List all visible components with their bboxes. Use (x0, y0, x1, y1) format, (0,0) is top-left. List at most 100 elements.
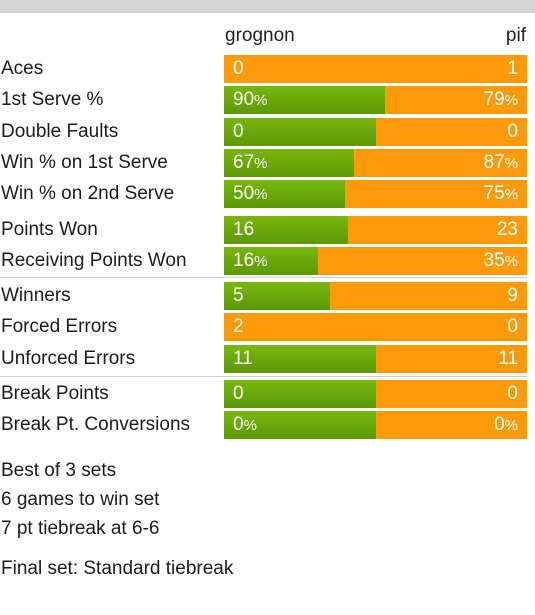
stat-bar: 90% 79% (224, 86, 527, 114)
rule-final-set: Final set: Standard tiebreak (1, 558, 234, 579)
player2-value: 0 (507, 382, 518, 406)
stat-row: Break Points 0 0 (0, 380, 535, 408)
rule-games: 6 games to win set (1, 489, 160, 510)
player1-value: 0 (233, 120, 244, 144)
player2-value-number: 79 (483, 89, 505, 110)
player1-value: 0% (233, 413, 257, 438)
player1-value: 11 (233, 347, 253, 371)
player1-value-number: 0 (233, 58, 244, 79)
stat-label: Unforced Errors (1, 348, 136, 369)
stat-row: Double Faults 0 0 (0, 118, 535, 146)
player1-share-fill (224, 149, 354, 177)
player1-value-number: 0 (233, 414, 244, 435)
player1-value: 16 (233, 218, 254, 242)
player1-share-fill (224, 282, 330, 310)
player2-value: 0 (507, 120, 518, 144)
player1-share-fill (224, 247, 318, 275)
rule-tiebreak: 7 pt tiebreak at 6-6 (1, 518, 160, 539)
player1-value: 5 (233, 284, 244, 308)
player2-value: 87% (484, 151, 518, 176)
stat-bar: 16% 35% (224, 247, 527, 275)
player2-value-number: 11 (498, 348, 518, 369)
player2-name: pif (505, 25, 526, 46)
stat-row: Forced Errors 2 0 (0, 313, 535, 341)
player1-value: 0 (233, 382, 244, 406)
stat-row: Winners 5 9 (0, 282, 535, 310)
stat-label: Aces (1, 58, 44, 79)
player2-value-number: 0 (494, 414, 505, 435)
player2-value: 23 (497, 218, 518, 242)
player2-value: 1 (507, 57, 518, 81)
stat-label: Double Faults (1, 121, 119, 142)
stat-label: 1st Serve % (1, 89, 104, 110)
percent-unit: % (254, 253, 268, 270)
stat-row: Break Pt. Conversions 0% 0% (0, 411, 535, 439)
player1-share-fill (224, 380, 376, 408)
stat-bar: 67% 87% (224, 149, 527, 177)
player1-value-number: 5 (233, 285, 244, 306)
stat-bar: 11 11 (224, 345, 527, 373)
player2-value-number: 75 (483, 183, 505, 204)
percent-unit: % (243, 417, 257, 434)
percent-unit: % (504, 417, 518, 434)
player1-value-number: 50 (233, 183, 255, 204)
player2-value-number: 0 (507, 121, 518, 142)
percent-unit: % (504, 253, 518, 270)
rule-sets: Best of 3 sets (1, 460, 117, 481)
percent-unit: % (254, 155, 268, 172)
percent-unit: % (254, 186, 268, 203)
stat-label: Win % on 1st Serve (1, 152, 168, 173)
player1-value-number: 0 (233, 121, 244, 142)
player2-value: 11 (498, 347, 518, 371)
stat-bar: 50% 75% (224, 180, 527, 208)
player1-share-fill (224, 118, 376, 146)
stat-row: 1st Serve % 90% 79% (0, 86, 535, 114)
stat-bar: 0% 0% (224, 411, 527, 439)
stat-label: Points Won (1, 219, 98, 240)
player2-value: 79% (484, 88, 518, 113)
percent-unit: % (504, 186, 518, 203)
player1-value-number: 67 (233, 152, 255, 173)
player1-value-number: 16 (233, 250, 255, 271)
section-divider (0, 277, 527, 278)
top-bar (0, 0, 535, 13)
stat-row: Points Won 16 23 (0, 216, 535, 244)
percent-unit: % (504, 92, 518, 109)
stat-row: Aces 0 1 (0, 55, 535, 83)
stat-label: Forced Errors (1, 316, 118, 337)
player2-value-number: 23 (496, 219, 518, 240)
player1-value: 2 (233, 315, 244, 339)
stat-bar: 16 23 (224, 216, 527, 244)
player2-value-number: 0 (507, 316, 518, 337)
stat-label: Win % on 2nd Serve (1, 183, 175, 204)
player1-value-number: 0 (233, 383, 244, 404)
stat-label: Break Points (1, 383, 109, 404)
player1-share-fill (224, 216, 348, 244)
stat-row: Unforced Errors 11 11 (0, 345, 535, 373)
stat-row: Win % on 2nd Serve 50% 75% (0, 180, 535, 208)
section-divider (0, 376, 527, 377)
percent-unit: % (254, 92, 268, 109)
player1-name: grognon (225, 25, 295, 46)
player1-value: 67% (233, 151, 267, 176)
player1-share-fill (224, 345, 376, 373)
player2-value: 9 (507, 284, 518, 308)
player1-share-fill (224, 411, 376, 439)
stat-row: Win % on 1st Serve 67% 87% (0, 149, 535, 177)
stat-row: Receiving Points Won 16% 35% (0, 247, 535, 275)
player2-value-number: 0 (507, 383, 518, 404)
player1-value-number: 16 (233, 219, 255, 240)
stat-label: Receiving Points Won (1, 250, 187, 271)
player2-value-number: 87 (483, 152, 505, 173)
player1-value-number: 90 (233, 89, 255, 110)
player2-value-number: 35 (483, 250, 505, 271)
percent-unit: % (504, 155, 518, 172)
player1-value: 0 (233, 57, 244, 81)
player2-value-number: 9 (507, 285, 518, 306)
player1-value: 16% (233, 249, 267, 274)
player2-value: 0 (507, 315, 518, 339)
